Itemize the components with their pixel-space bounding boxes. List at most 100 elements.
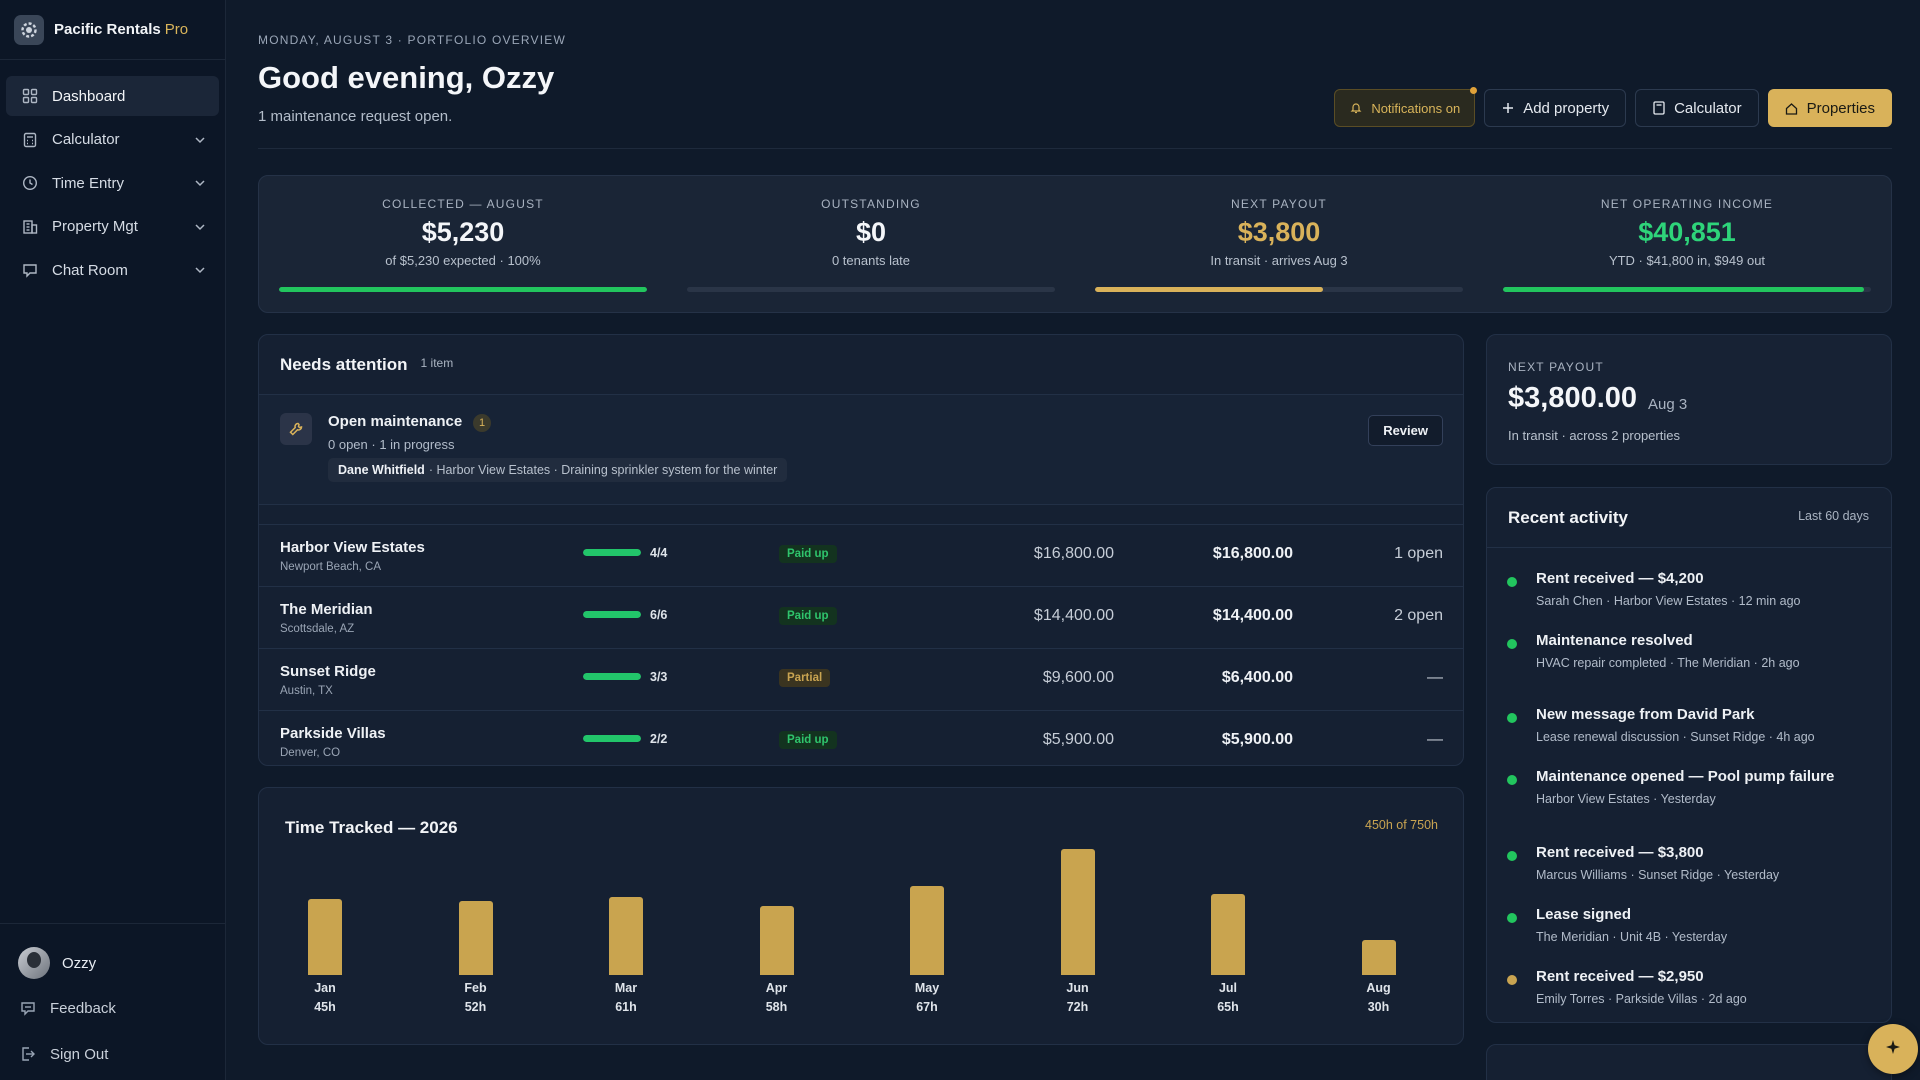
payout-sub: In transit · across 2 properties xyxy=(1508,428,1680,443)
panel-header: Needs attention 1 item xyxy=(259,335,1463,395)
sparkle-icon xyxy=(1883,1038,1903,1061)
property-name[interactable]: Parkside Villas xyxy=(280,725,386,742)
building-icon xyxy=(20,217,40,237)
notifications-toggle[interactable]: Notifications on xyxy=(1334,87,1478,127)
needs-attention-panel: Needs attention 1 item Open maintenance … xyxy=(258,334,1464,766)
chart-bar[interactable] xyxy=(308,899,342,975)
activity-title: Lease signed xyxy=(1536,906,1632,923)
sidebar-item-calculator[interactable]: Calculator xyxy=(6,120,219,160)
chart-bar[interactable] xyxy=(458,900,493,975)
activity-item[interactable]: Maintenance resolved HVAC repair complete… xyxy=(1487,626,1891,686)
properties-button[interactable]: Properties xyxy=(1767,89,1892,127)
bar-month-label: May xyxy=(914,981,940,995)
chart-bar[interactable] xyxy=(609,896,643,975)
bar-month-label: Aug xyxy=(1366,981,1391,995)
activity-title: Maintenance resolved xyxy=(1536,632,1693,649)
activity-item[interactable]: Maintenance opened — Pool pump failure Ha… xyxy=(1487,762,1891,822)
feedback-icon xyxy=(18,998,38,1018)
brand-name: Pacific Rentals xyxy=(54,21,161,38)
bar-month-label: Feb xyxy=(464,981,487,995)
feedback-label: Feedback xyxy=(50,999,116,1017)
chart-bar[interactable] xyxy=(1211,894,1245,975)
feedback-link[interactable]: Feedback xyxy=(18,991,226,1025)
chart-bar[interactable] xyxy=(1060,849,1095,975)
assistant-button[interactable] xyxy=(1868,1024,1918,1074)
sidebar-item-property-mgt[interactable]: Property Mgt xyxy=(6,207,219,247)
calculator-button[interactable]: Calculator xyxy=(1635,89,1759,127)
sidebar-item-chat-room[interactable]: Chat Room xyxy=(6,250,219,290)
activity-item[interactable]: New message from David Park Lease renewal… xyxy=(1487,700,1891,760)
next-payout-card: NEXT PAYOUT $3,800.00 Aug 3 In transit ·… xyxy=(1486,334,1892,465)
sidebar-item-dashboard[interactable]: Dashboard xyxy=(6,76,219,116)
calculator-icon xyxy=(1652,101,1666,115)
property-name[interactable]: The Meridian xyxy=(280,601,373,618)
payout-label: NEXT PAYOUT xyxy=(1508,360,1604,374)
gear-icon xyxy=(14,14,44,45)
chart-bar[interactable] xyxy=(759,905,794,975)
chevron-down-icon[interactable] xyxy=(193,176,207,190)
expected-amount: $14,400.00 xyxy=(1033,607,1114,624)
occupancy-text: 4/4 xyxy=(650,546,668,560)
user-profile[interactable]: Ozzy xyxy=(18,946,226,980)
activity-title: New message from David Park xyxy=(1536,706,1755,723)
status-badge: Paid up xyxy=(779,545,837,563)
maintenance-card: Open maintenance 1 0 open · 1 in progres… xyxy=(259,395,1463,505)
occupancy-text: 6/6 xyxy=(650,608,668,622)
chart-bar[interactable] xyxy=(910,885,944,975)
activity-item[interactable]: Rent received — $2,950 Emily Torres · Par… xyxy=(1487,962,1891,1022)
property-location: Scottsdale, AZ xyxy=(280,623,355,635)
chart-bar[interactable] xyxy=(1361,939,1396,975)
sidebar-item-label: Time Entry xyxy=(52,174,124,192)
activity-sub: Sarah Chen · Harbor View Estates · 12 mi… xyxy=(1536,594,1801,608)
activity-title: Maintenance opened — Pool pump failure xyxy=(1536,768,1835,785)
date-line: MONDAY, AUGUST 3 · PORTFOLIO OVERVIEW xyxy=(258,33,567,47)
sidebar-item-label: Chat Room xyxy=(52,261,128,279)
brand[interactable]: Pacific Rentals Pro xyxy=(0,0,225,60)
chevron-down-icon[interactable] xyxy=(193,263,207,277)
activity-item[interactable]: Lease signed The Meridian · Unit 4B · Yes… xyxy=(1487,900,1891,960)
panel-title: Time Tracked — 2026 xyxy=(285,818,458,837)
status-badge: Paid up xyxy=(779,607,837,625)
stat-label: COLLECTED — AUGUST xyxy=(382,197,544,211)
maintenance-detail[interactable]: Dane Whitfield · Harbor View Estates · D… xyxy=(328,458,788,482)
occupancy-fill xyxy=(583,611,641,618)
payout-date: Aug 3 xyxy=(1648,396,1688,413)
activity-range[interactable]: Last 60 days xyxy=(1798,508,1869,523)
property-row[interactable]: Parkside Villas Denver, CO 2/2 Paid up $5,90… xyxy=(259,711,1463,765)
chevron-down-icon[interactable] xyxy=(193,133,207,147)
properties-label: Properties xyxy=(1806,99,1875,117)
property-row[interactable]: The Meridian Scottsdale, AZ 6/6 Paid up $14,… xyxy=(259,587,1463,649)
review-button[interactable]: Review xyxy=(1368,415,1443,446)
sidebar-item-time-entry[interactable]: Time Entry xyxy=(6,163,219,203)
bar-month-label: Jun xyxy=(1066,981,1089,995)
stats-bar: COLLECTED — AUGUST $5,230 of $5,230 expe… xyxy=(258,175,1892,313)
divider xyxy=(258,148,1892,149)
stat-value: $5,230 xyxy=(421,217,505,247)
sidebar-footer: Ozzy Feedback Sign Out xyxy=(0,923,226,1080)
property-row[interactable]: Sunset Ridge Austin, TX 3/3 Partial $9,600.0… xyxy=(259,649,1463,711)
plus-icon xyxy=(1501,101,1515,115)
chevron-down-icon[interactable] xyxy=(193,220,207,234)
add-property-button[interactable]: Add property xyxy=(1484,89,1627,127)
activity-item[interactable]: Rent received — $4,200 Sarah Chen · Harbo… xyxy=(1487,564,1891,624)
stat-label: NET OPERATING INCOME xyxy=(1600,197,1774,211)
chat-icon xyxy=(20,260,40,280)
activity-title: Rent received — $4,200 xyxy=(1536,570,1704,587)
clock-icon xyxy=(20,173,40,193)
occupancy-bar xyxy=(583,611,641,618)
item-count: 1 item xyxy=(420,356,454,370)
stat-progress xyxy=(1095,287,1463,292)
time-chart: Jan 45h Feb 52h Mar 61h Apr 58h May 67h Jun 72h Jul 6… xyxy=(285,848,1439,1038)
property-name[interactable]: Sunset Ridge xyxy=(280,663,376,680)
expected-amount: $5,900.00 xyxy=(1042,731,1114,748)
property-row[interactable]: Harbor View Estates Newport Beach, CA 4/4 P… xyxy=(259,525,1463,587)
sidebar: Pacific Rentals Pro Dashboard Calculator… xyxy=(0,0,226,1080)
payout-amount: $3,800.00 xyxy=(1508,382,1638,414)
activity-item[interactable]: Rent received — $3,800 Marcus Williams · … xyxy=(1487,838,1891,898)
sidebar-nav: Dashboard Calculator Time Entry Property… xyxy=(0,60,225,290)
activity-sub: Marcus Williams · Sunset Ridge · Yesterd… xyxy=(1536,868,1780,882)
status-dot xyxy=(1507,851,1517,861)
stat-progress xyxy=(279,287,647,292)
property-name[interactable]: Harbor View Estates xyxy=(280,539,425,556)
sign-out-link[interactable]: Sign Out xyxy=(18,1037,226,1071)
